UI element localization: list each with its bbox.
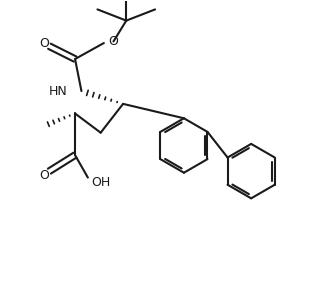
Text: O: O	[109, 35, 119, 48]
Text: HN: HN	[48, 85, 67, 97]
Text: O: O	[40, 169, 49, 182]
Text: OH: OH	[91, 176, 110, 189]
Text: O: O	[40, 37, 49, 49]
